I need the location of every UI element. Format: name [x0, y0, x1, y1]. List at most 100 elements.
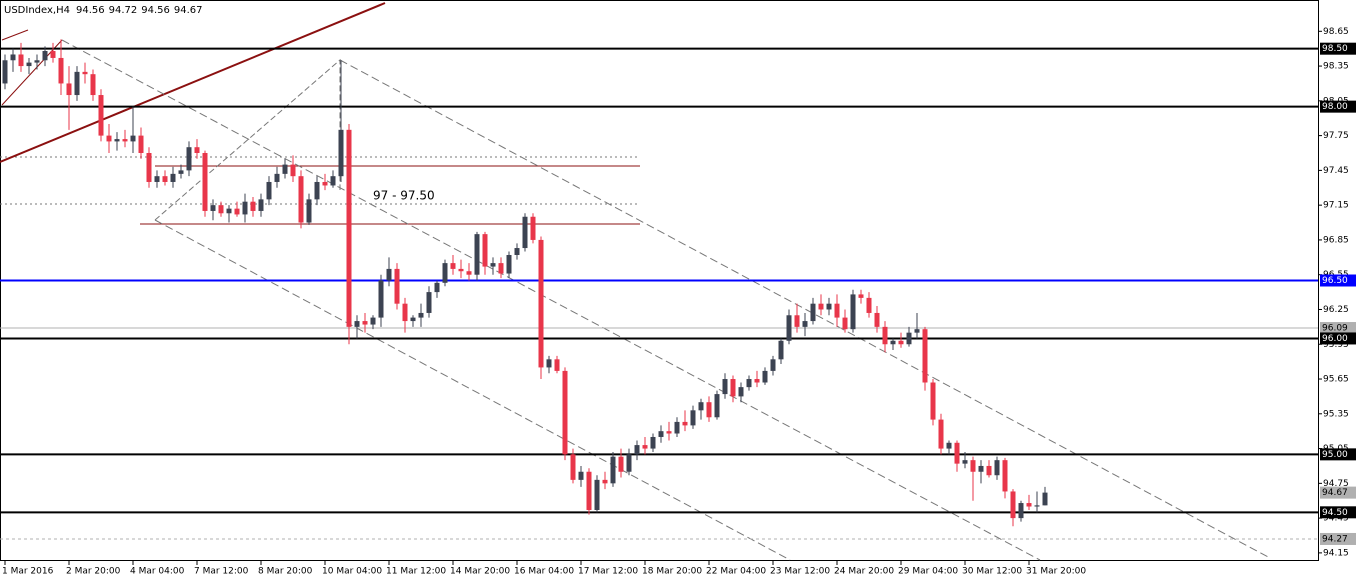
y-tick-label: 95.35 [1323, 409, 1349, 419]
candle-body [786, 315, 792, 341]
y-tick-label: 94.75 [1323, 479, 1349, 489]
x-tick-label: 17 Mar 12:00 [578, 567, 638, 577]
candle-body [794, 315, 800, 327]
candle-body [466, 271, 472, 275]
level-box [1320, 42, 1356, 55]
level-label: 94.67 [1322, 488, 1348, 498]
candle-body [2, 60, 8, 84]
candle-body [530, 216, 536, 240]
candle-body [970, 460, 976, 472]
candle-body [250, 201, 256, 211]
candle-body [922, 329, 928, 383]
candle-body [210, 205, 216, 211]
level-label: 96.00 [1322, 334, 1348, 344]
candle-body [442, 263, 448, 283]
candle-body [1002, 460, 1008, 492]
candle-body [818, 303, 824, 310]
x-tick-label: 14 Mar 20:00 [450, 567, 510, 577]
candle-body [274, 173, 280, 182]
candle-body [122, 139, 128, 142]
candle-body [658, 431, 664, 437]
x-tick-label: 8 Mar 20:00 [258, 567, 313, 577]
candle-body [866, 297, 872, 313]
x-tick-label: 16 Mar 04:00 [514, 567, 574, 577]
candle-body [578, 471, 584, 480]
level-label: 96.09 [1322, 324, 1348, 334]
candle-body [674, 421, 680, 434]
candle-body [418, 312, 424, 318]
candle-body [754, 379, 760, 383]
level-label: 95.00 [1322, 450, 1348, 460]
candle-body [546, 359, 552, 368]
candle-body [34, 60, 40, 63]
candle-body [730, 379, 736, 397]
candle-body [66, 83, 72, 96]
candle-body [994, 460, 1000, 476]
candle-body [178, 170, 184, 174]
candle-body [682, 421, 688, 426]
trend-line [0, 2, 386, 163]
candle-body [938, 419, 944, 449]
candle-body [770, 359, 776, 371]
candle-body [290, 164, 296, 177]
candle-body [1010, 491, 1016, 519]
candle-body [226, 208, 232, 214]
candle-body [698, 402, 704, 411]
candle-body [690, 410, 696, 426]
candle-body [314, 181, 320, 200]
candle-body [378, 280, 384, 318]
candle-body [90, 74, 96, 96]
candle-body [962, 460, 968, 464]
candle-body [482, 234, 488, 267]
x-tick-label: 30 Mar 12:00 [962, 567, 1022, 577]
candle-body [826, 303, 832, 310]
candle-body [426, 292, 432, 313]
candle-body [74, 71, 80, 96]
candle-body [914, 329, 920, 333]
x-tick-label: 10 Mar 04:00 [322, 567, 382, 577]
candle-body [746, 379, 752, 388]
candle-body [130, 135, 136, 142]
candle-body [106, 135, 112, 142]
candle-body [882, 326, 888, 345]
candle-body [50, 51, 56, 58]
x-tick-label: 2 Mar 20:00 [66, 567, 121, 577]
x-tick-label: 24 Mar 20:00 [834, 567, 894, 577]
x-tick-label: 29 Mar 04:00 [898, 567, 958, 577]
candle-body [42, 51, 48, 61]
y-tick-label: 97.15 [1323, 201, 1349, 211]
candle-body [954, 442, 960, 464]
candle-body [306, 199, 312, 223]
candle-body [1018, 503, 1024, 519]
candle-body [218, 205, 224, 214]
channel-line [61, 39, 1041, 561]
y-tick-label: 95.95 [1323, 340, 1349, 350]
candle-body [354, 321, 360, 327]
candle-body [1042, 492, 1048, 506]
candle-body [186, 147, 192, 171]
candle-body [714, 394, 720, 418]
candle-body [450, 263, 456, 269]
candle-body [834, 303, 840, 318]
candle-body [930, 382, 936, 420]
candle-body [594, 479, 600, 510]
candle-body [370, 317, 376, 325]
candle-body [458, 268, 464, 272]
candle-body [634, 445, 640, 455]
level-label: 96.50 [1322, 276, 1348, 286]
x-tick-label: 22 Mar 04:00 [706, 567, 766, 577]
candle-body [842, 317, 848, 330]
symbol: USDIndex,H4 [4, 5, 70, 16]
candle-body [762, 370, 768, 383]
candle-body [162, 176, 168, 182]
candle-body [10, 54, 16, 61]
level-box [1320, 274, 1356, 287]
level-label: 94.27 [1322, 534, 1348, 544]
candle-body [850, 294, 856, 330]
candle-body [18, 54, 24, 67]
level-box [1320, 532, 1356, 545]
candle-body [602, 479, 608, 484]
candle-body [362, 321, 368, 325]
candle-body [202, 153, 208, 211]
